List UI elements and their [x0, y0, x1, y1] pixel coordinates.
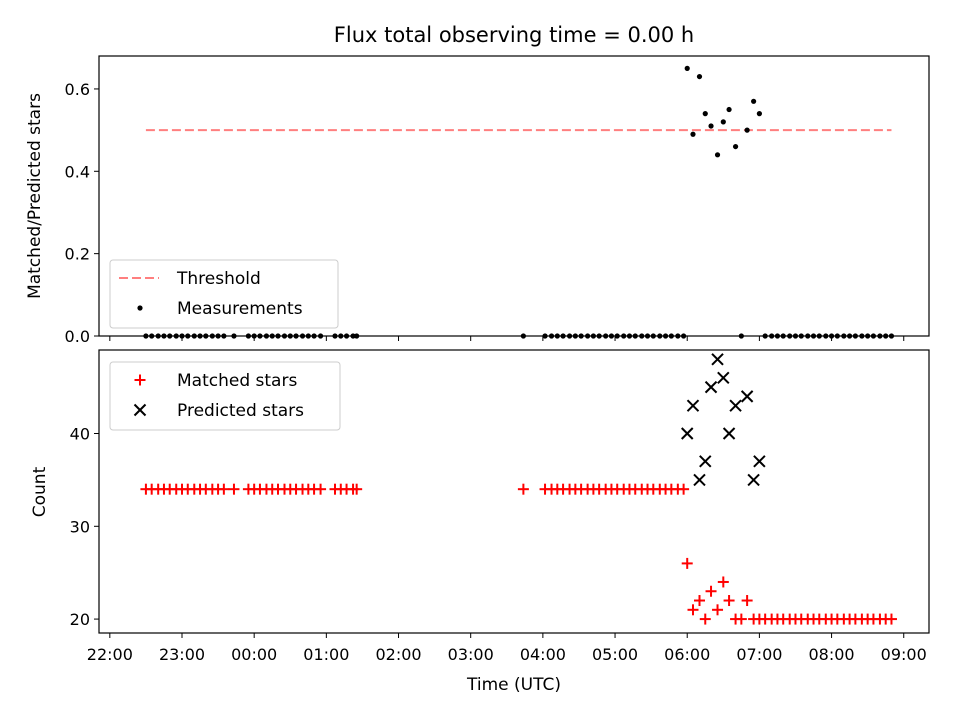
- count-axes-frame: [98, 349, 930, 634]
- legend-predicted-swatch: [133, 403, 147, 417]
- measurement-point: [726, 106, 732, 113]
- legend-label: Predicted stars: [177, 401, 304, 421]
- predicted-star-marker: [717, 371, 730, 385]
- x-tick-label: 05:00: [592, 645, 638, 664]
- legend-label: Threshold: [176, 269, 261, 289]
- count-panel: 20 30 40 22:00 23:00 00:00 01:00 02:00 03:00 04:…: [30, 349, 930, 664]
- matched-star-marker: [693, 595, 705, 607]
- x-tick-label: 23:00: [159, 645, 205, 664]
- legend-measurement-swatch: [137, 305, 143, 311]
- legend-matched-swatch: [134, 374, 146, 386]
- chart-title: Flux total observing time = 0.00 h: [334, 23, 694, 47]
- count-legend: Matched stars Predicted stars: [109, 361, 341, 431]
- x-tick-label: 02:00: [375, 645, 421, 664]
- ratio-y-tick-label: 0.0: [65, 327, 90, 346]
- measurement-point: [714, 152, 721, 158]
- predicted-star-marker: [729, 399, 742, 412]
- matched-star-marker: [687, 604, 699, 616]
- predicted-star-marker: [704, 380, 718, 394]
- matched-star-marker: [228, 483, 240, 495]
- matched-star-marker: [705, 585, 717, 597]
- matched-star-marker: [885, 613, 897, 625]
- predicted-star-marker: [747, 473, 760, 487]
- measurement-point: [684, 65, 690, 71]
- x-tick-label: 07:00: [736, 645, 782, 664]
- measurement-point: [708, 123, 714, 129]
- predicted-star-marker: [711, 353, 724, 366]
- legend-label: Measurements: [177, 299, 303, 319]
- matched-stars-points: [140, 483, 897, 625]
- matched-star-marker: [678, 483, 690, 495]
- predicted-star-marker: [686, 399, 700, 412]
- x-tick-label: 04:00: [520, 645, 566, 664]
- matched-star-marker: [517, 483, 529, 495]
- x-axis-label: Time (UTC): [466, 675, 561, 695]
- ratio-panel: 0.0 0.2 0.4 0.6 Matched/Predicted stars Thr…: [25, 55, 930, 346]
- measurement-point: [732, 143, 739, 150]
- legend-label: Matched stars: [177, 371, 297, 391]
- measurement-point: [702, 111, 708, 117]
- ratio-y-tick-label: 0.2: [65, 245, 90, 264]
- matched-star-marker: [681, 557, 693, 569]
- ratio-y-axis-label: Matched/Predicted stars: [25, 93, 45, 299]
- count-y-tick-label: 20: [70, 610, 90, 629]
- legend-box: [109, 361, 341, 431]
- x-tick-label: 06:00: [664, 645, 710, 664]
- count-y-tick-label: 30: [70, 517, 90, 536]
- predicted-star-marker: [740, 390, 754, 403]
- predicted-star-marker: [693, 473, 706, 487]
- matched-star-marker: [723, 595, 735, 607]
- predicted-star-marker: [722, 427, 736, 440]
- matched-star-marker: [699, 613, 711, 625]
- matched-star-marker: [741, 595, 753, 607]
- predicted-star-marker: [699, 455, 712, 468]
- measurement-point: [751, 98, 757, 104]
- count-y-tick-label: 40: [70, 425, 90, 444]
- x-tick-label: 09:00: [881, 645, 927, 664]
- legend-box: [109, 259, 339, 329]
- matched-star-marker: [351, 483, 363, 495]
- predicted-star-marker: [681, 427, 694, 440]
- x-tick-label: 08:00: [809, 645, 855, 664]
- ratio-y-tick-label: 0.4: [65, 162, 90, 181]
- x-tick-label: 00:00: [231, 645, 277, 664]
- count-y-axis-label: Count: [30, 466, 50, 517]
- measurement-point: [720, 119, 726, 125]
- ratio-y-tick-label: 0.6: [65, 80, 90, 99]
- ratio-legend: Threshold Measurements: [109, 259, 339, 329]
- x-tick-label: 03:00: [448, 645, 494, 664]
- x-tick-label: 22:00: [87, 645, 133, 664]
- measurement-point: [756, 111, 762, 117]
- matched-star-marker: [735, 613, 747, 625]
- measurement-point: [690, 131, 696, 137]
- matched-star-marker: [315, 483, 327, 495]
- measurement-point: [744, 127, 750, 133]
- predicted-star-marker: [753, 455, 766, 468]
- x-tick-label: 01:00: [303, 645, 349, 664]
- predicted-stars-points: [681, 353, 766, 487]
- matched-star-marker: [712, 604, 724, 616]
- matched-star-marker: [218, 483, 230, 495]
- ratio-axes-frame: [98, 55, 930, 337]
- matched-star-marker: [717, 576, 729, 588]
- measurement-point: [696, 73, 703, 80]
